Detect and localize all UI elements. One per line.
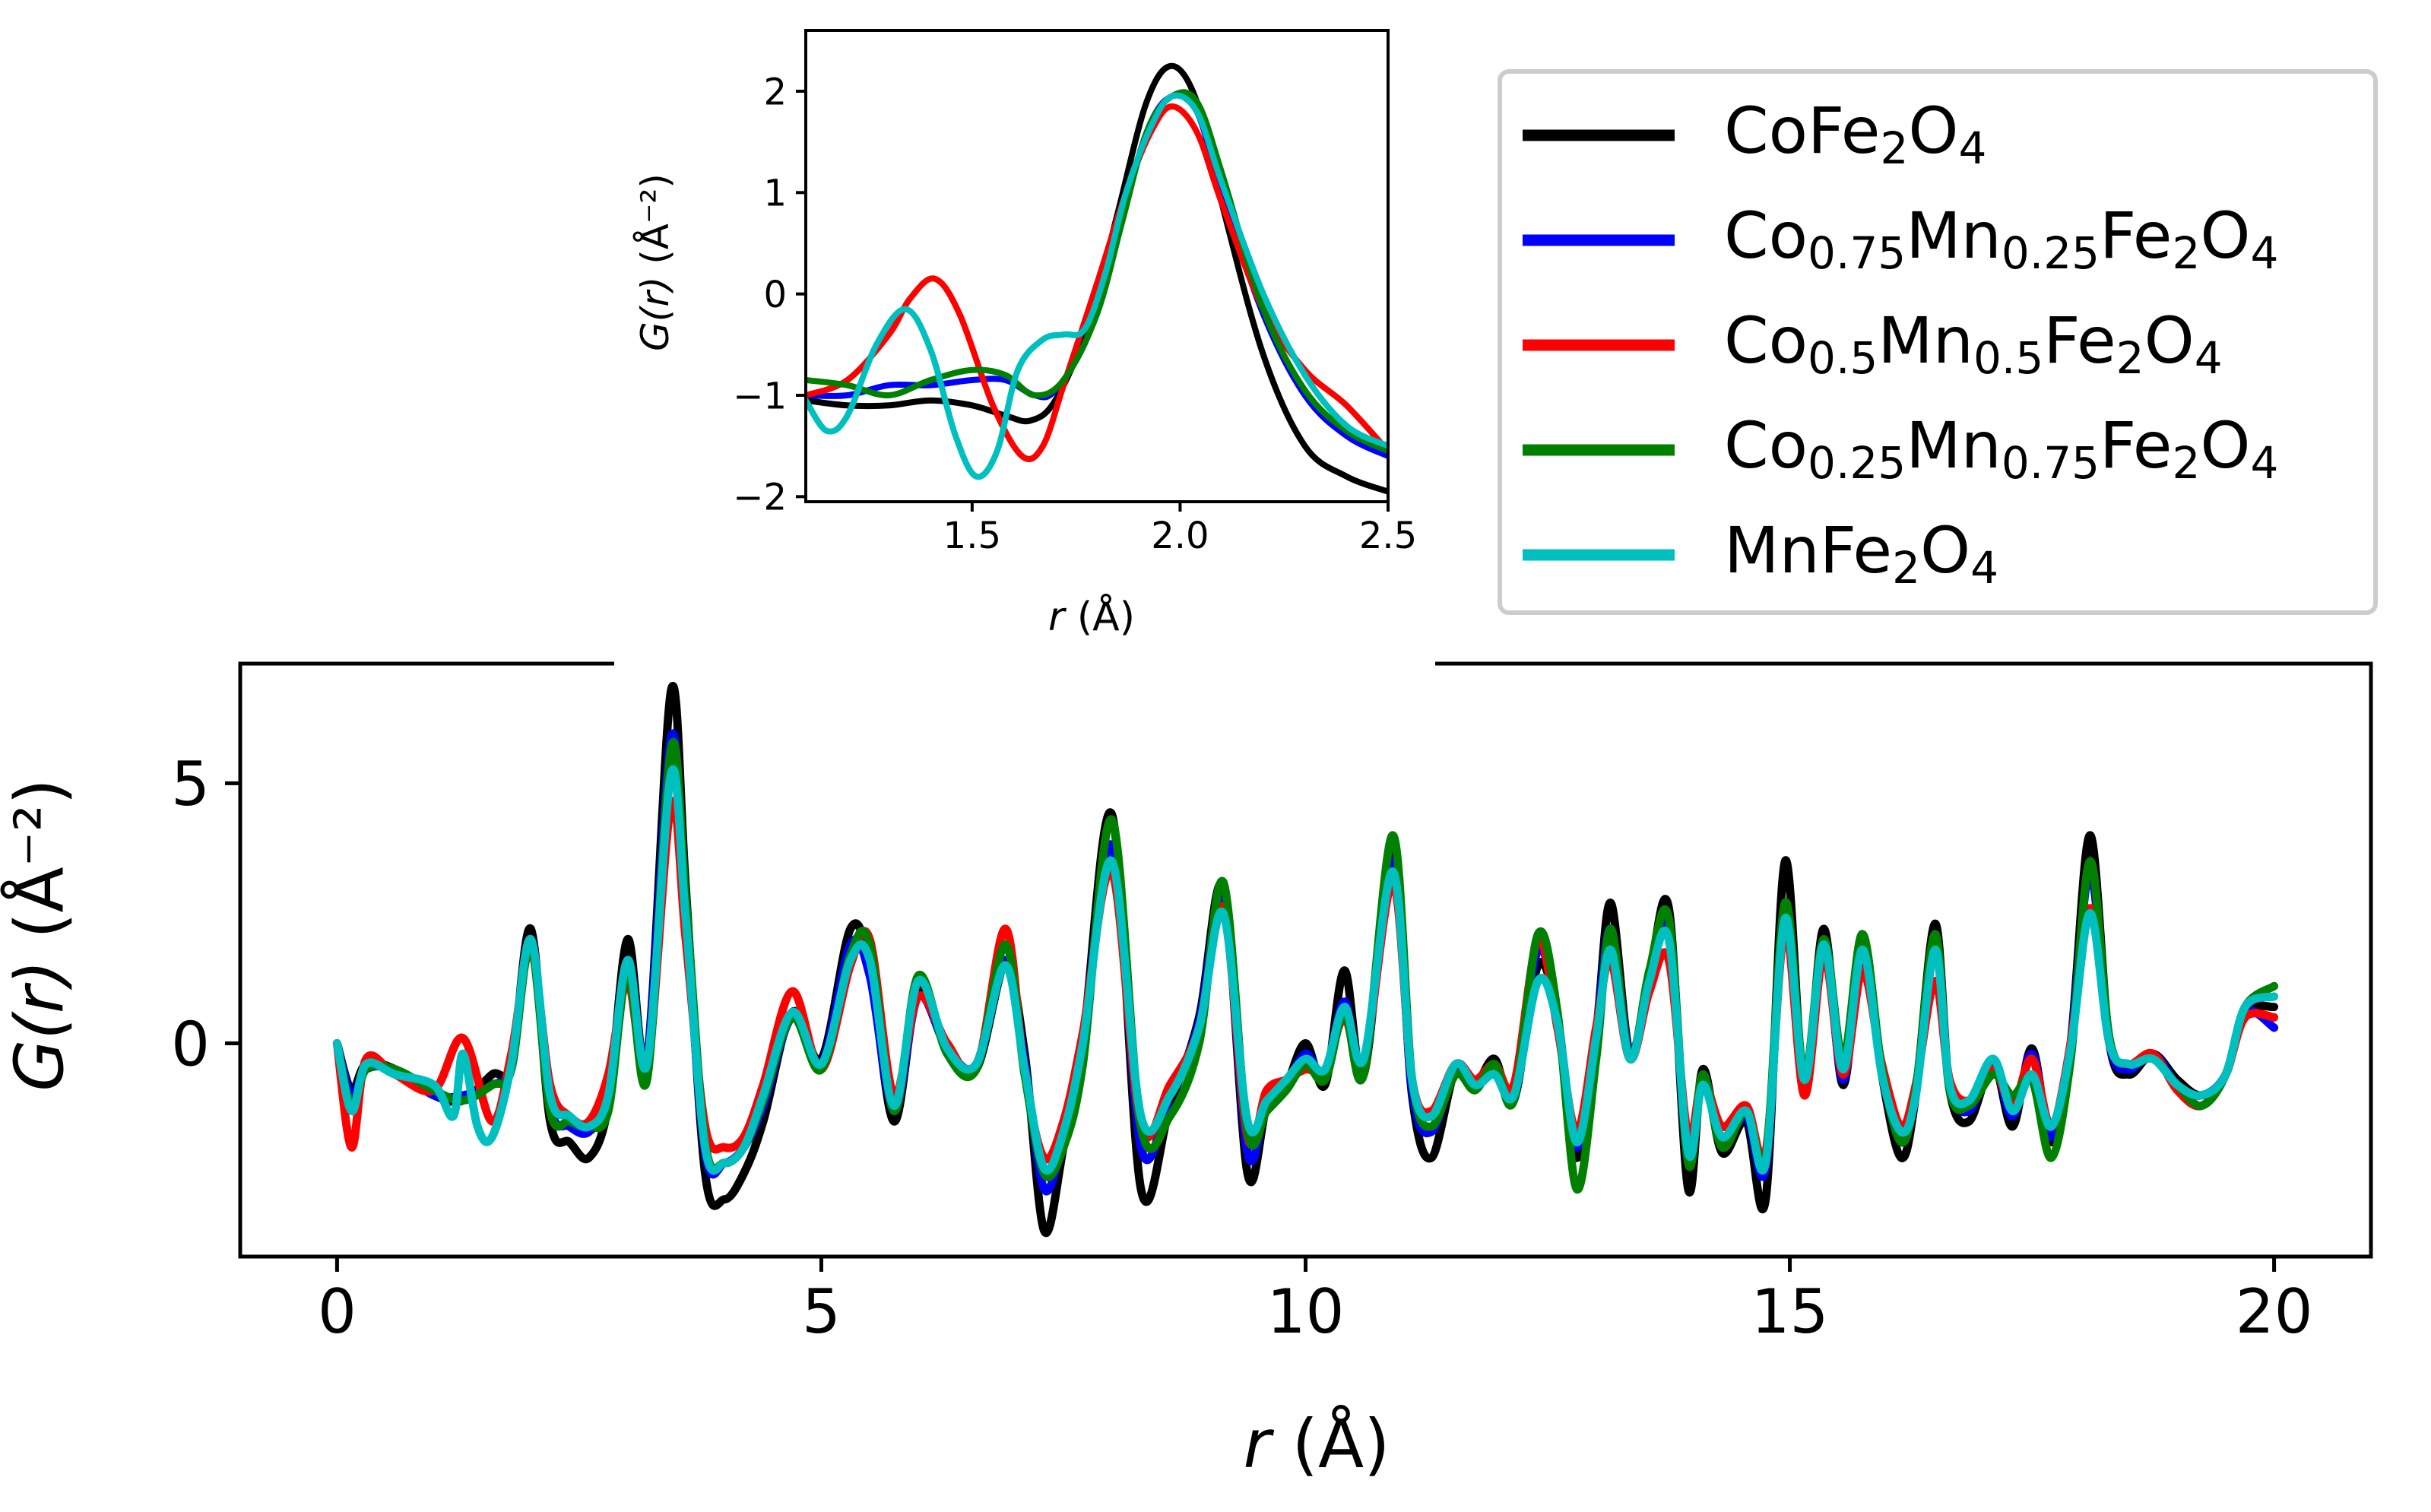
legend-box xyxy=(1498,69,2378,615)
main-x-tick-label: 0 xyxy=(318,1276,357,1347)
inset-x-tick-label: 2.0 xyxy=(1151,515,1209,557)
inset-label-backdrop xyxy=(614,623,1435,666)
inset-x-axis-unit: (Å) xyxy=(1064,594,1136,640)
inset-y-tick-label: 2 xyxy=(763,71,787,113)
inset-x-axis-var: r xyxy=(1048,594,1065,640)
main-series-mnfe2o4 xyxy=(332,765,2279,1175)
inset-x-ticks: 1.5 2.0 2.5 xyxy=(943,502,1417,557)
main-x-tick-label: 10 xyxy=(1267,1276,1345,1347)
legend-label-mnfe2o4: MnFe2O4 xyxy=(1724,513,1999,594)
inset-x-axis-label: r (Å) xyxy=(1048,594,1135,640)
inset-y-tick-label: −1 xyxy=(733,375,787,417)
inset-axes-frame xyxy=(804,29,1390,503)
legend-swatches xyxy=(1523,129,1675,561)
inset-y-axis-var: G(r) xyxy=(633,276,677,351)
inset-y-axis-unit: (Å⁻²) xyxy=(633,173,677,277)
legend-label-co05mn05fe2o4: Co0.5Mn0.5Fe2O4 xyxy=(1724,303,2223,384)
main-y-tick-label: 0 xyxy=(171,1009,210,1079)
inset-y-tick-label: 1 xyxy=(763,173,787,215)
main-y-ticks: 05 xyxy=(171,749,240,1079)
main-plot: 0 5 10 15 20 05 xyxy=(171,661,2373,1347)
legend xyxy=(1498,69,2378,615)
legend-label-cofe2o4: CoFe2O4 xyxy=(1724,94,1987,174)
inset-plot: 1.5 2.0 2.5 −2 −1 0 1 2 xyxy=(733,29,1417,557)
inset-background xyxy=(806,30,1388,502)
main-x-axis-var: r xyxy=(1243,1405,1271,1483)
main-y-axis-var: G(r) xyxy=(0,959,79,1092)
legend-label-co075mn025fe2o4: Co0.75Mn0.25Fe2O4 xyxy=(1724,198,2279,279)
inset-series-co025mn075fe2o4 xyxy=(806,89,1388,455)
main-x-ticks: 0 5 10 15 20 xyxy=(318,1257,2313,1347)
inset-y-tick-label: 0 xyxy=(763,274,787,316)
inset-y-ticks: −2 −1 0 1 2 xyxy=(733,71,806,519)
main-series-lines xyxy=(332,682,2279,1238)
inset-x-tick-label: 2.5 xyxy=(1359,515,1417,557)
main-x-tick-label: 20 xyxy=(2236,1276,2313,1347)
inset-x-tick-label: 1.5 xyxy=(943,515,1001,557)
main-axes-frame xyxy=(238,661,2373,1259)
main-x-tick-label: 15 xyxy=(1751,1276,1829,1347)
main-x-axis-label: r (Å) xyxy=(1243,1405,1390,1483)
inset-y-tick-label: −2 xyxy=(733,477,787,519)
legend-label-co025mn075fe2o4: Co0.25Mn0.75Fe2O4 xyxy=(1724,408,2279,489)
main-x-tick-label: 5 xyxy=(802,1276,841,1347)
main-x-axis-unit: (Å) xyxy=(1270,1405,1390,1483)
main-y-tick-label: 5 xyxy=(171,749,210,819)
inset-series-mnfe2o4 xyxy=(806,92,1388,480)
main-y-axis-unit: (Å⁻²) xyxy=(0,778,79,960)
inset-series-lines xyxy=(806,62,1388,495)
